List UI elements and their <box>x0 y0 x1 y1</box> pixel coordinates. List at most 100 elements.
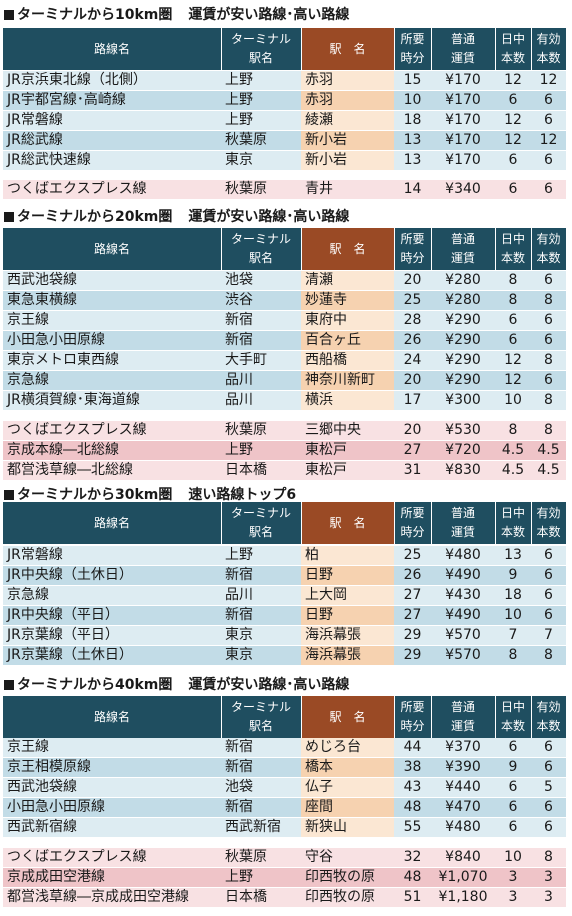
daytime-trains-cell: 12 <box>495 351 531 370</box>
effective-trains-cell: 6 <box>531 371 566 390</box>
header-fare: 普通 運賃 <box>431 28 495 70</box>
terminal-cell: 池袋 <box>221 778 301 797</box>
station-cell: 東府中 <box>301 311 394 330</box>
daytime-trains-cell: 12 <box>495 71 531 90</box>
station-cell: 赤羽 <box>301 71 394 90</box>
terminal-cell: 東京 <box>221 626 301 645</box>
header-divider <box>394 502 395 544</box>
minutes-cell: 25 <box>394 546 431 565</box>
fare-cell: ¥290 <box>431 311 495 330</box>
table-row: JR京浜東北線（北側） 上野 赤羽 15 ¥170 12 12 <box>3 71 566 91</box>
minutes-cell: 55 <box>394 818 431 837</box>
header-stn: 駅 名 <box>301 28 394 70</box>
table-row: 東京メトロ東西線 大手町 西船橋 24 ¥290 12 8 <box>3 351 566 371</box>
header-route: 路線名 <box>3 228 221 270</box>
station-cell: 清瀬 <box>301 271 394 290</box>
table-row: JR総武快速線 東京 新小岩 13 ¥170 6 6 <box>3 151 566 171</box>
minutes-cell: 48 <box>394 868 431 887</box>
fare-cell: ¥290 <box>431 331 495 350</box>
header-label: 時分 <box>400 51 425 65</box>
effective-trains-cell: 6 <box>531 738 566 757</box>
terminal-cell: 大手町 <box>221 351 301 370</box>
station-cell: 新狭山 <box>301 818 394 837</box>
table-row: 小田急小田原線 新宿 百合ヶ丘 26 ¥290 6 6 <box>3 331 566 351</box>
route-name-cell: JR京浜東北線（北側） <box>3 71 221 90</box>
station-cell: めじろ台 <box>301 738 394 757</box>
header-label: 所要 <box>400 506 425 520</box>
table-row: JR宇都宮線･高崎線 上野 赤羽 10 ¥170 6 6 <box>3 91 566 111</box>
effective-trains-cell: 6 <box>531 586 566 605</box>
header-label: 日中 <box>500 232 525 246</box>
square-bullet-icon <box>4 10 14 20</box>
station-cell: 上大岡 <box>301 586 394 605</box>
header-label: 普通 <box>450 32 475 46</box>
minutes-cell: 31 <box>394 461 431 480</box>
effective-trains-cell: 6 <box>531 111 566 130</box>
route-name-cell: 京急線 <box>3 586 221 605</box>
table-row: 西武池袋線 池袋 清瀬 20 ¥280 8 6 <box>3 271 566 291</box>
daytime-trains-cell: 8 <box>495 421 531 440</box>
station-cell: 妙蓮寺 <box>301 291 394 310</box>
fare-cell: ¥170 <box>431 111 495 130</box>
effective-trains-cell: 6 <box>531 546 566 565</box>
fare-cell: ¥340 <box>431 180 495 199</box>
terminal-cell: 品川 <box>221 586 301 605</box>
fare-cell: ¥570 <box>431 646 495 665</box>
header-fare: 普通 運賃 <box>431 228 495 270</box>
minutes-cell: 18 <box>394 111 431 130</box>
station-cell: 百合ヶ丘 <box>301 331 394 350</box>
header-day: 日中 本数 <box>495 28 531 70</box>
minutes-cell: 27 <box>394 606 431 625</box>
station-cell: 仏子 <box>301 778 394 797</box>
header-divider <box>221 696 222 738</box>
header-divider <box>431 28 432 70</box>
minutes-cell: 13 <box>394 131 431 150</box>
daytime-trains-cell: 18 <box>495 586 531 605</box>
table-row: JR常磐線 上野 綾瀬 18 ¥170 12 6 <box>3 111 566 131</box>
minutes-cell: 24 <box>394 351 431 370</box>
daytime-trains-cell: 10 <box>495 391 531 410</box>
minutes-cell: 27 <box>394 586 431 605</box>
fare-cell: ¥570 <box>431 626 495 645</box>
table-row: 都営浅草線―北総線 日本橋 東松戸 31 ¥830 4.5 4.5 <box>3 461 566 481</box>
header-label: 日中 <box>500 506 525 520</box>
table-header: 路線名 ターミナル 駅名駅 名所要 時分 普通 運賃 日中 本数 有効 本数 <box>3 696 566 738</box>
terminal-cell: 上野 <box>221 91 301 110</box>
table-row: 京王相模原線 新宿 橋本 38 ¥390 9 6 <box>3 758 566 778</box>
header-divider <box>431 228 432 270</box>
effective-trains-cell: 3 <box>531 868 566 887</box>
header-min: 所要 時分 <box>394 228 431 270</box>
station-cell: 日野 <box>301 606 394 625</box>
header-route: 路線名 <box>3 28 221 70</box>
header-divider <box>394 228 395 270</box>
header-label: 有効 <box>536 700 561 714</box>
header-divider <box>301 502 302 544</box>
table-row: 京成成田空港線 上野 印西牧の原 48 ¥1,070 3 3 <box>3 868 566 888</box>
header-day: 日中 本数 <box>495 696 531 738</box>
daytime-trains-cell: 6 <box>495 778 531 797</box>
fare-cell: ¥430 <box>431 586 495 605</box>
route-name-cell: 京成成田空港線 <box>3 868 221 887</box>
header-label: 有効 <box>536 232 561 246</box>
header-eff: 有効 本数 <box>531 502 566 544</box>
header-label: 所要 <box>400 232 425 246</box>
route-name-cell: JR常磐線 <box>3 111 221 130</box>
table-row: 京王線 新宿 東府中 28 ¥290 6 6 <box>3 311 566 331</box>
station-cell: 赤羽 <box>301 91 394 110</box>
table-row: JR中央線（土休日） 新宿 日野 26 ¥490 9 6 <box>3 566 566 586</box>
route-name-cell: JR京葉線（土休日） <box>3 646 221 665</box>
minutes-cell: 15 <box>394 71 431 90</box>
section-subheading: 運賃が安い路線･高い路線 <box>188 677 350 693</box>
route-name-cell: 京急線 <box>3 371 221 390</box>
fare-cell: ¥530 <box>431 421 495 440</box>
daytime-trains-cell: 6 <box>495 331 531 350</box>
header-label: 時分 <box>400 719 425 733</box>
minutes-cell: 38 <box>394 758 431 777</box>
route-name-cell: JR中央線（平日） <box>3 606 221 625</box>
header-label: 駅 名 <box>329 241 366 256</box>
fare-cell: ¥480 <box>431 818 495 837</box>
header-label: 普通 <box>450 700 475 714</box>
station-cell: 三郷中央 <box>301 421 394 440</box>
station-cell: 新小岩 <box>301 131 394 150</box>
section-heading: ターミナルから20km圏 <box>17 209 173 225</box>
